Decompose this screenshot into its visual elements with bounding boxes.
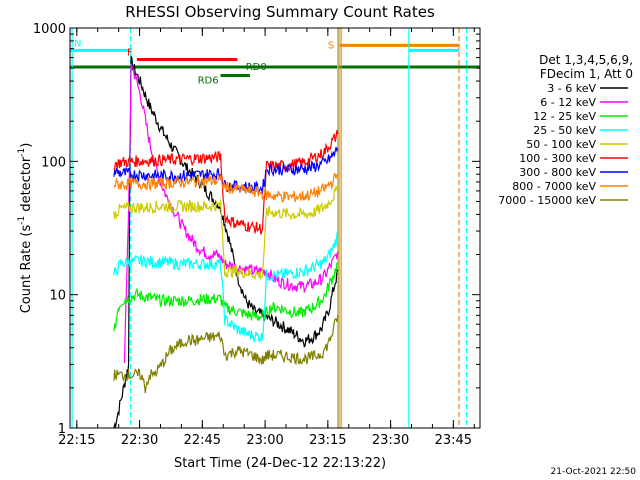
x-tick-label-1: 22:30 — [121, 433, 158, 448]
legend-label-5: 100 - 300 keV — [519, 152, 596, 165]
x-axis-ticks: 22:15 22:30 22:45 23:00 23:15 23:30 23:45 — [58, 28, 475, 448]
legend-label-1: 6 - 12 keV — [540, 96, 596, 109]
series-line-8 — [113, 315, 339, 394]
legend-header-line1: Det 1,3,4,5,6,9, — [539, 53, 633, 67]
series-line-2 — [113, 262, 339, 332]
y-tick-label-2: 100 — [41, 155, 66, 170]
flag-label-2: S — [328, 40, 334, 51]
series-group — [113, 56, 339, 429]
flag-label-0: N — [74, 38, 81, 49]
y-tick-label-1: 10 — [49, 289, 66, 304]
legend-label-6: 300 - 800 keV — [519, 166, 596, 179]
legend-label-0: 3 - 6 keV — [547, 82, 596, 95]
timestamp: 21-Oct-2021 22:50 — [551, 467, 637, 477]
y-axis-ticks: 1 10 100 1000 — [33, 22, 480, 437]
series-line-7 — [113, 172, 339, 203]
flag-bars: N F S RD0 RD6 — [70, 38, 480, 87]
series-line-0 — [113, 56, 339, 429]
x-axis-label: Start Time (24-Dec-12 22:13:22) — [174, 456, 386, 471]
attenuator-vertical-lines — [71, 28, 468, 428]
y-tick-label-0: 1 — [58, 422, 66, 437]
series-line-1 — [123, 63, 339, 364]
plot-area — [70, 28, 480, 428]
x-tick-label-4: 23:15 — [309, 433, 346, 448]
y-tick-label-3: 1000 — [33, 22, 66, 37]
flag-label-5: RD6 — [198, 76, 219, 87]
x-tick-label-5: 23:30 — [372, 433, 409, 448]
legend-label-8: 7000 - 15000 keV — [498, 194, 596, 207]
legend-header-line2: FDecim 1, Att 0 — [540, 67, 633, 81]
y-axis-label-mid: detector — [19, 156, 34, 216]
x-tick-label-3: 23:00 — [246, 433, 283, 448]
legend-label-3: 25 - 50 keV — [533, 124, 596, 137]
legend-label-7: 800 - 7000 keV — [512, 180, 596, 193]
x-tick-label-0: 22:15 — [58, 433, 95, 448]
y-axis-label-sup2: -1 — [17, 148, 27, 157]
series-line-3 — [113, 232, 339, 344]
flag-label-4: RD0 — [246, 62, 267, 73]
legend-label-2: 12 - 25 keV — [533, 110, 596, 123]
x-tick-label-6: 23:45 — [435, 433, 472, 448]
plot-frame — [69, 27, 481, 429]
x-tick-label-2: 22:45 — [184, 433, 221, 448]
series-line-5 — [113, 129, 339, 235]
y-axis-label-sup1: -1 — [17, 216, 27, 225]
y-axis-label-end: ) — [19, 143, 34, 148]
y-axis-label-main: Count Rate (s — [19, 225, 34, 314]
series-line-4 — [113, 185, 339, 281]
flag-label-1: F — [127, 48, 133, 59]
legend-label-4: 50 - 100 keV — [526, 138, 596, 151]
series-line-6 — [113, 146, 339, 195]
legend: Det 1,3,4,5,6,9, FDecim 1, Att 0 3 - 6 k… — [498, 53, 633, 207]
y-axis-label: Count Rate (s-1 detector-1) — [17, 143, 34, 314]
chart-title: RHESSI Observing Summary Count Rates — [125, 3, 435, 21]
